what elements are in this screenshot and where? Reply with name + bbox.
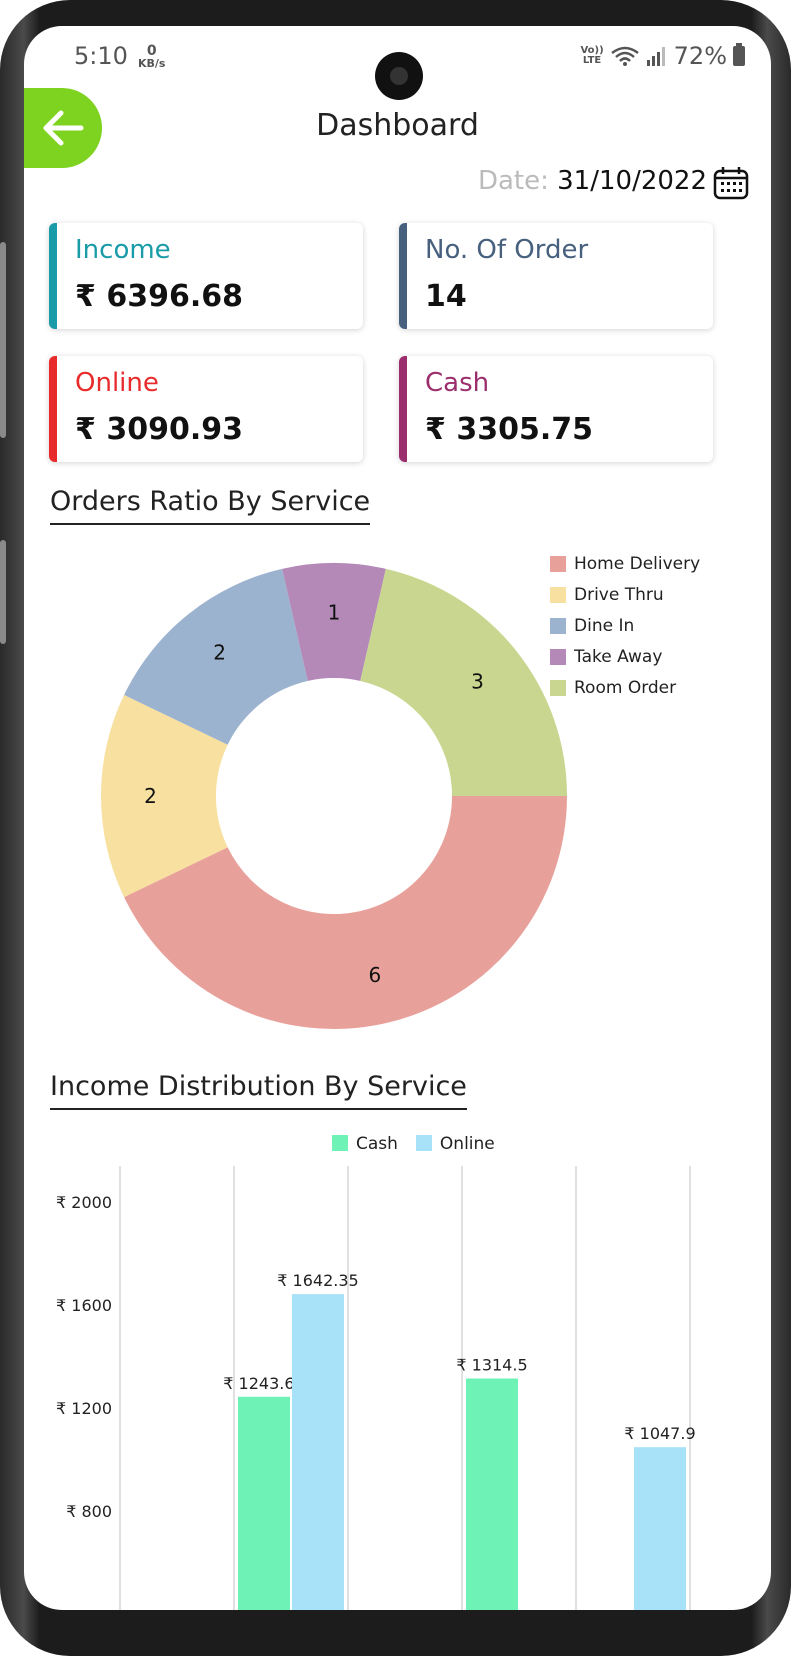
page-title: Dashboard bbox=[316, 108, 479, 143]
power-button bbox=[0, 540, 6, 644]
income-distribution-title: Income Distribution By Service bbox=[50, 1071, 467, 1110]
card-value: ₹ 3305.75 bbox=[425, 412, 593, 447]
card-value: ₹ 3090.93 bbox=[75, 412, 243, 447]
legend-label: Home Delivery bbox=[574, 553, 701, 574]
bar-legend-label: Cash bbox=[356, 1134, 398, 1154]
pie-slice-label: 3 bbox=[471, 670, 484, 694]
bar-legend-item[interactable]: Cash bbox=[332, 1134, 398, 1154]
legend-label: Dine In bbox=[574, 615, 635, 636]
net-speed-unit: KB/s bbox=[138, 57, 166, 70]
battery-icon bbox=[733, 43, 745, 66]
legend-swatch bbox=[550, 555, 566, 572]
bar[interactable] bbox=[634, 1447, 686, 1610]
legend-item[interactable]: Home Delivery bbox=[550, 548, 700, 579]
bar[interactable] bbox=[238, 1396, 290, 1610]
legend-label: Take Away bbox=[574, 646, 663, 667]
orders-ratio-title: Orders Ratio By Service bbox=[50, 486, 371, 525]
income-card[interactable]: Income ₹ 6396.68 bbox=[49, 223, 363, 329]
legend-item[interactable]: Dine In bbox=[550, 610, 700, 641]
pie-slice-label: 2 bbox=[144, 784, 157, 808]
pie-slice-label: 1 bbox=[328, 601, 341, 625]
bar-legend-swatch bbox=[415, 1135, 432, 1151]
status-time: 5:10 bbox=[74, 42, 128, 70]
date-row: Date: 31/10/2022 bbox=[478, 166, 707, 196]
legend-swatch bbox=[550, 586, 566, 603]
battery-percent: 72% bbox=[673, 42, 727, 70]
pie-slice-label: 2 bbox=[213, 641, 226, 665]
volume-button bbox=[0, 242, 6, 438]
legend-swatch bbox=[550, 617, 566, 634]
date-label: Date: bbox=[477, 166, 549, 196]
bar-legend-item[interactable]: Online bbox=[415, 1134, 495, 1154]
back-button[interactable] bbox=[24, 88, 102, 168]
y-tick-label: ₹ 2000 bbox=[56, 1193, 112, 1212]
income-distribution-bar-chart: ₹ 2000 ₹ 1600 ₹ 1200 ₹ 800 ₹ 1243.65 ₹ 1642.3… bbox=[56, 1166, 696, 1610]
front-camera bbox=[375, 52, 423, 100]
screen: 5:10 0 KB/s Vo)) LTE bbox=[24, 26, 771, 1610]
date-value: 31/10/2022 bbox=[557, 166, 707, 196]
bar-legend-label: Online bbox=[439, 1134, 495, 1154]
donut-inner-ring bbox=[216, 678, 452, 914]
pie-slice[interactable] bbox=[124, 796, 568, 1029]
status-icons: Vo)) LTE 72% bbox=[580, 42, 745, 70]
volte-icon: Vo)) LTE bbox=[580, 46, 603, 66]
legend-item[interactable]: Drive Thru bbox=[550, 579, 700, 610]
online-card[interactable]: Online ₹ 3090.93 bbox=[49, 356, 363, 462]
net-speed-value: 0 bbox=[146, 43, 157, 59]
bar[interactable] bbox=[292, 1294, 344, 1610]
pie-slice-label: 6 bbox=[368, 963, 381, 987]
status-bar: 5:10 0 KB/s Vo)) LTE bbox=[24, 38, 771, 100]
card-label: No. Of Order bbox=[425, 235, 589, 265]
card-value: 14 bbox=[425, 279, 467, 314]
arrow-left-icon bbox=[43, 110, 84, 146]
legend-item[interactable]: Take Away bbox=[550, 641, 700, 672]
pie-legend: Home Delivery Drive Thru Dine In Take Away R… bbox=[550, 548, 700, 703]
card-label: Income bbox=[75, 235, 171, 265]
bar[interactable] bbox=[466, 1378, 518, 1610]
card-value: ₹ 6396.68 bbox=[75, 279, 243, 314]
bar-value-label: ₹ 1047.9 bbox=[624, 1424, 695, 1443]
y-tick-label: ₹ 1200 bbox=[56, 1399, 112, 1418]
bar-value-label: ₹ 1642.35 bbox=[277, 1271, 358, 1290]
card-label: Cash bbox=[425, 368, 490, 398]
signal-icon bbox=[646, 47, 665, 66]
legend-label: Drive Thru bbox=[574, 584, 664, 605]
wifi-icon bbox=[610, 46, 639, 66]
cash-card[interactable]: Cash ₹ 3305.75 bbox=[399, 356, 713, 462]
legend-swatch bbox=[550, 679, 566, 696]
bar-value-label: ₹ 1243.65 bbox=[223, 1374, 304, 1393]
orders-count-card[interactable]: No. Of Order 14 bbox=[399, 223, 713, 329]
pie-slice[interactable] bbox=[360, 568, 567, 796]
pie-slice[interactable] bbox=[101, 694, 228, 898]
pie-slice[interactable] bbox=[124, 568, 308, 745]
pie-slice[interactable] bbox=[282, 563, 386, 681]
net-speed: 0 KB/s bbox=[138, 44, 165, 69]
y-tick-label: ₹ 800 bbox=[66, 1502, 112, 1521]
volte-top-text: Vo)) bbox=[580, 45, 604, 56]
orders-ratio-donut-chart: 6 2 2 1 3 bbox=[101, 563, 568, 1029]
bar-legend: Cash Online bbox=[332, 1134, 495, 1154]
legend-item[interactable]: Room Order bbox=[550, 672, 700, 703]
legend-label: Room Order bbox=[574, 677, 677, 698]
y-tick-label: ₹ 1600 bbox=[56, 1296, 112, 1315]
volte-bottom-text: LTE bbox=[582, 55, 602, 66]
bar-legend-swatch bbox=[332, 1135, 348, 1151]
calendar-icon[interactable] bbox=[713, 166, 749, 200]
legend-swatch bbox=[550, 648, 566, 665]
card-label: Online bbox=[75, 368, 159, 398]
bar-value-label: ₹ 1314.5 bbox=[456, 1356, 527, 1375]
